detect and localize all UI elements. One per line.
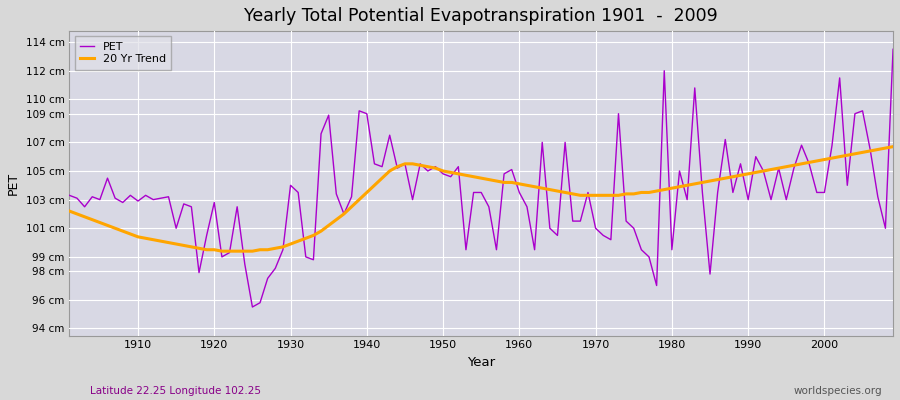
20 Yr Trend (217, 249, 228, 254)
20 Yr Trend (64, 209, 75, 214)
PET (301, 254, 311, 259)
20 Yr Trend (301, 236, 311, 241)
20 Yr Trend (346, 204, 357, 209)
Y-axis label: PET: PET (7, 172, 20, 195)
PET (613, 111, 624, 116)
20 Yr Trend (514, 182, 525, 186)
Legend: PET, 20 Yr Trend: PET, 20 Yr Trend (75, 36, 171, 70)
Title: Yearly Total Potential Evapotranspiration 1901  -  2009: Yearly Total Potential Evapotranspiratio… (244, 7, 718, 25)
20 Yr Trend (613, 193, 624, 198)
Text: worldspecies.org: worldspecies.org (794, 386, 882, 396)
Text: Latitude 22.25 Longitude 102.25: Latitude 22.25 Longitude 102.25 (90, 386, 261, 396)
X-axis label: Year: Year (467, 356, 495, 369)
PET (522, 204, 533, 209)
PET (514, 190, 525, 195)
20 Yr Trend (887, 144, 898, 149)
PET (125, 193, 136, 198)
PET (64, 193, 75, 198)
Line: 20 Yr Trend: 20 Yr Trend (69, 147, 893, 251)
PET (887, 47, 898, 52)
PET (346, 194, 357, 199)
Line: PET: PET (69, 49, 893, 307)
20 Yr Trend (125, 232, 136, 236)
20 Yr Trend (522, 183, 533, 188)
PET (247, 305, 257, 310)
